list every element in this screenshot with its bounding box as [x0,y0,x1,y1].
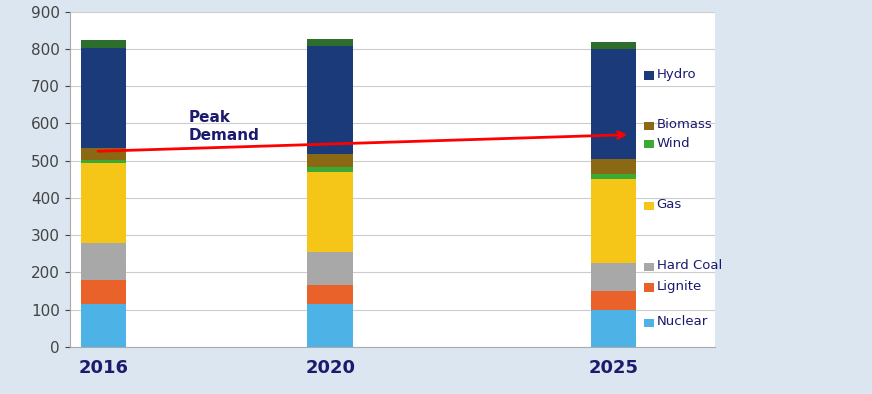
Bar [308,46,353,154]
Bar [81,48,126,149]
FancyBboxPatch shape [644,319,655,327]
Bar [81,149,126,160]
Bar [81,243,126,280]
Bar [590,159,636,174]
FancyBboxPatch shape [644,202,655,210]
Text: Wind: Wind [657,137,691,150]
Text: Hydro: Hydro [657,68,697,81]
Bar [308,252,353,285]
Text: Gas: Gas [657,198,682,211]
Bar [590,174,636,179]
Bar [590,49,636,159]
Bar [590,263,636,291]
Bar [81,160,126,163]
FancyBboxPatch shape [644,283,655,292]
Bar [590,42,636,49]
Text: Nuclear: Nuclear [657,315,708,328]
Bar [81,304,126,347]
FancyBboxPatch shape [644,263,655,271]
FancyBboxPatch shape [644,140,655,149]
Bar [81,41,126,48]
Bar [308,304,353,347]
Bar [81,163,126,243]
Text: Peak
Demand: Peak Demand [188,110,260,143]
Text: Hard Coal: Hard Coal [657,260,722,273]
Bar [308,172,353,252]
Bar [308,285,353,304]
Bar [590,291,636,310]
Bar [81,280,126,304]
Bar [308,167,353,172]
Text: Lignite: Lignite [657,280,702,293]
Bar [308,154,353,167]
Bar [590,179,636,263]
FancyBboxPatch shape [644,122,655,130]
FancyBboxPatch shape [644,71,655,80]
Bar [308,39,353,46]
Bar [590,310,636,347]
Text: Biomass: Biomass [657,118,712,131]
